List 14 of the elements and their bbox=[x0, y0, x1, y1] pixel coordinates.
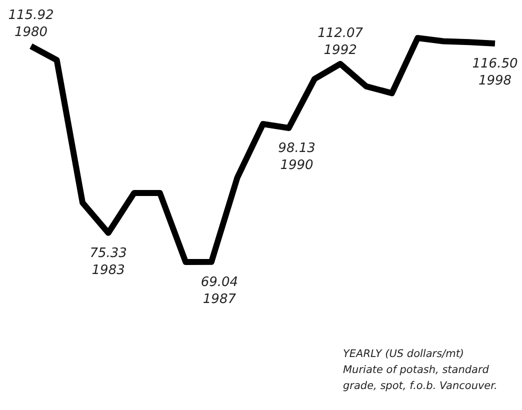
data-label: 115.92 bbox=[8, 8, 54, 24]
data-label: 112.07 bbox=[318, 26, 364, 41]
text: Muriate of potash, standard grade, spot, f.o.b. Vancouver. bbox=[343, 363, 498, 394]
x-tick-label: 1990 bbox=[280, 158, 314, 174]
text: YEARLY (US dollars/mt) bbox=[343, 347, 466, 362]
x-tick-label: 1992 bbox=[324, 42, 357, 58]
x-tick-label: 1998 bbox=[478, 74, 512, 89]
x-tick-label: 1983 bbox=[92, 262, 125, 278]
data-label: 98.13 bbox=[278, 141, 316, 156]
x-tick-label: 1987 bbox=[202, 292, 237, 307]
data-label: 116.50 bbox=[472, 56, 518, 72]
data-label: 69.04 bbox=[200, 274, 238, 290]
data-label: 75.33 bbox=[90, 246, 127, 261]
x-tick-label: 1980 bbox=[14, 25, 48, 40]
